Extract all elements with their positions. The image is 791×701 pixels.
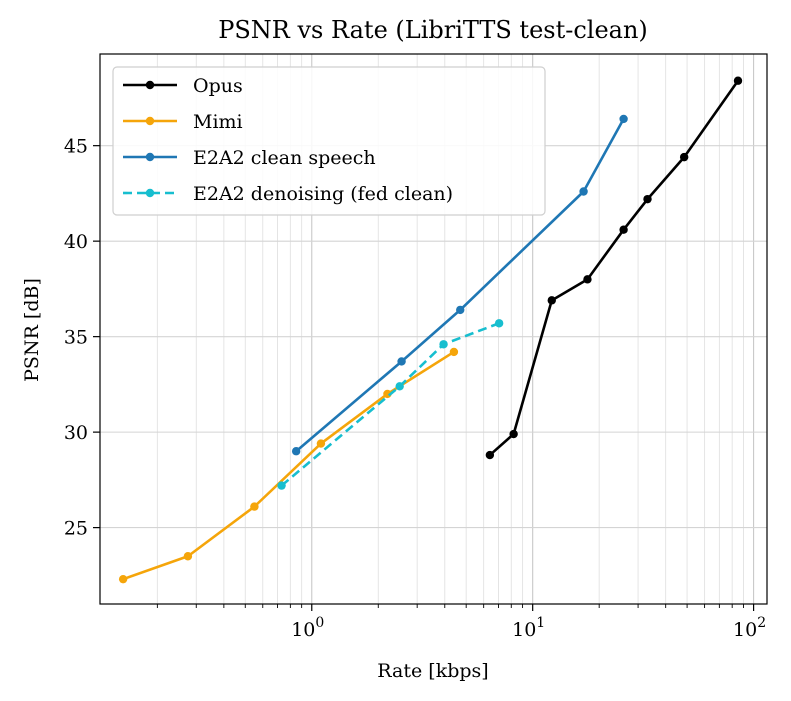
y-tick-label: 35 [64,327,88,349]
y-tick-label: 25 [64,518,88,540]
data-point [316,439,326,448]
series-3 [277,319,504,490]
chart-title: PSNR vs Rate (LibriTTS test-clean) [218,16,648,44]
data-point [619,225,628,234]
legend-marker [145,80,155,90]
series-layer [118,76,743,584]
legend-item: Opus [123,75,243,97]
x-tick-label: 100 [291,615,324,641]
y-axis-label: PSNR [dB] [21,278,43,382]
data-point [579,187,588,196]
plot-frame [99,53,768,605]
legend-marker [145,152,155,162]
axes-ticks: 25 30 35 40 45 100 101 102 [64,136,766,641]
data-point [485,450,495,460]
data-point [509,429,518,439]
y-tick-label: 45 [64,136,88,158]
legend-item: Mimi [123,111,243,133]
data-point [395,382,404,391]
legend-label: Mimi [193,111,243,133]
data-point [547,296,556,305]
data-point [679,152,689,162]
series-line [488,79,740,457]
legend-marker [145,116,155,126]
x-tick-label: 102 [733,615,766,641]
data-point [439,340,448,349]
series-0 [485,76,743,460]
data-point [449,347,459,357]
data-point [494,319,504,328]
data-point [583,275,592,284]
legend-item: E2A2 denoising (fed clean) [123,183,453,205]
legend-label: E2A2 clean speech [193,147,376,169]
legend-item: E2A2 clean speech [123,147,376,169]
data-point [733,76,743,85]
y-tick-label: 40 [64,231,88,253]
legend-label: E2A2 denoising (fed clean) [193,183,453,205]
data-point [619,114,628,124]
series-line [122,350,455,581]
x-axis-label: Rate [kbps] [377,660,488,682]
legend-label: Opus [193,75,243,97]
data-point [643,194,652,204]
data-point [456,305,465,315]
legend-box [112,66,546,216]
series-1 [118,347,459,584]
data-point [397,357,406,366]
series-line [280,322,500,487]
data-point [118,574,128,584]
data-point [291,447,301,456]
y-tick-label: 30 [64,422,88,444]
series-2 [291,114,628,456]
data-point [277,481,286,490]
legend: Opus Mimi E2A2 clean speech E2A2 denoising … [112,66,546,216]
data-point [250,502,259,511]
x-tick-label: 101 [512,615,545,641]
legend-marker [145,188,155,198]
data-point [183,552,193,561]
